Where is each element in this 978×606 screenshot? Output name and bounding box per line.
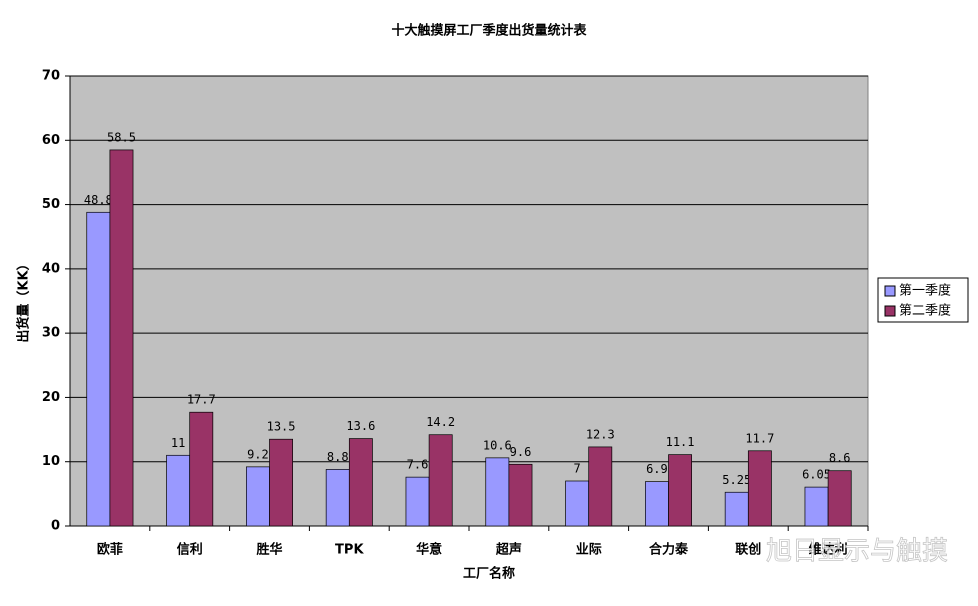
- bar: [668, 454, 692, 527]
- bar: [747, 450, 772, 527]
- y-tick-label: 0: [51, 519, 60, 534]
- legend-label: 第一季度: [899, 283, 951, 299]
- legend-swatch: [884, 285, 896, 297]
- x-tick-label: 欧菲: [97, 542, 123, 558]
- value-label: 11.7: [745, 431, 774, 445]
- y-tick-label: 50: [42, 197, 60, 212]
- value-label: 8.8: [327, 450, 349, 464]
- bar: [804, 486, 829, 527]
- x-tick-label: 联创: [735, 542, 761, 558]
- x-tick-label: 超声: [496, 542, 522, 558]
- bar: [827, 470, 852, 527]
- x-tick-label: 业际: [576, 542, 602, 558]
- y-tick-label: 10: [42, 454, 60, 469]
- bar: [428, 434, 453, 527]
- bar: [485, 457, 510, 527]
- watermark: 旭日显示与触摸: [766, 537, 948, 567]
- value-label: 5.25: [722, 473, 751, 487]
- x-tick-label: 华意: [416, 542, 442, 558]
- y-axis-label: 出货量（KK）: [16, 257, 32, 342]
- value-label: 48.8: [84, 193, 113, 207]
- bar: [645, 481, 669, 527]
- bar: [269, 438, 293, 527]
- value-label: 9.2: [247, 447, 269, 461]
- bar: [724, 491, 749, 527]
- value-label: 17.7: [187, 393, 216, 407]
- x-tick-label: 胜华: [256, 542, 282, 558]
- x-tick-label: TPK: [335, 543, 364, 558]
- bar: [109, 149, 134, 527]
- legend-swatch: [884, 305, 896, 317]
- value-label: 7: [574, 462, 581, 476]
- value-label: 13.6: [346, 419, 375, 433]
- bar: [405, 476, 430, 527]
- y-tick-label: 40: [42, 261, 60, 276]
- value-label: 9.6: [510, 445, 532, 459]
- bar: [348, 438, 373, 527]
- value-label: 6.05: [802, 468, 831, 482]
- x-axis-label: 工厂名称: [463, 566, 515, 582]
- value-label: 6.9: [646, 462, 668, 476]
- chart-title: 十大触摸屏工厂季度出货量统计表: [391, 23, 587, 39]
- y-tick-label: 20: [42, 390, 60, 405]
- value-label: 11: [171, 436, 185, 450]
- bar: [86, 211, 111, 527]
- value-label: 8.6: [829, 451, 851, 465]
- y-tick-label: 60: [42, 133, 60, 148]
- y-tick-label: 70: [42, 69, 60, 84]
- y-tick-label: 30: [42, 326, 60, 341]
- bar: [166, 454, 191, 527]
- value-label: 13.5: [267, 420, 296, 434]
- value-label: 58.5: [107, 130, 136, 144]
- bar: [508, 463, 533, 527]
- bar: [246, 466, 270, 527]
- x-tick-label: 维达利: [809, 542, 848, 558]
- value-label: 7.6: [407, 458, 429, 472]
- x-tick-label: 信利: [177, 542, 203, 558]
- value-label: 11.1: [666, 435, 695, 449]
- bar: [588, 446, 613, 527]
- bar: [189, 411, 214, 527]
- value-label: 12.3: [586, 427, 615, 441]
- legend-label: 第二季度: [899, 303, 951, 319]
- bar: [325, 469, 350, 527]
- value-label: 14.2: [426, 415, 455, 429]
- bar: [565, 480, 590, 527]
- x-tick-label: 合力泰: [649, 542, 689, 558]
- value-label: 10.6: [483, 438, 512, 452]
